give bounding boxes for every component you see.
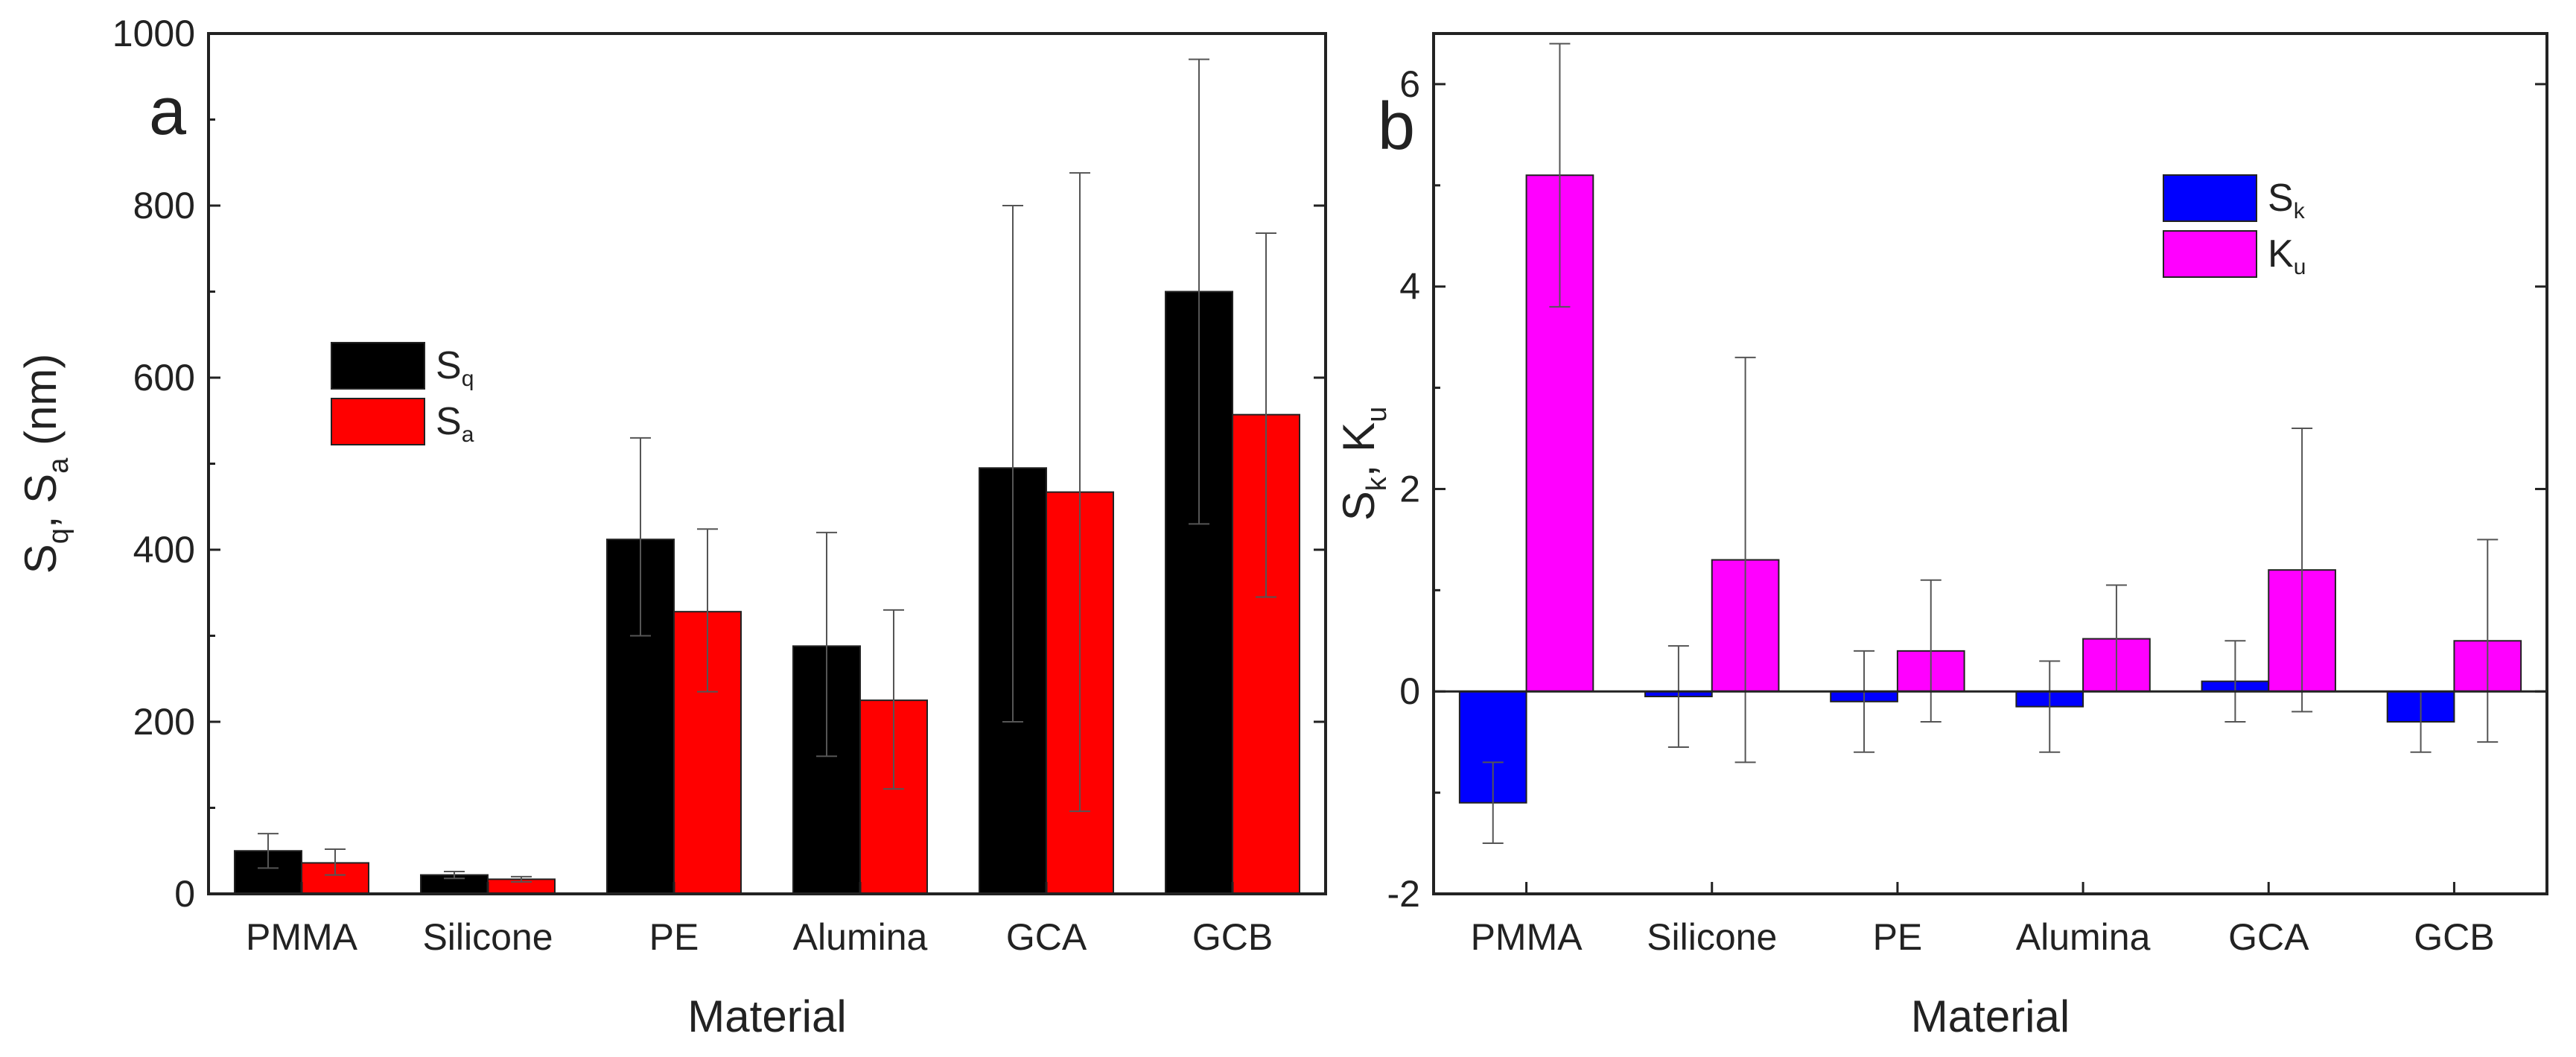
x-tick-label-gcb: GCB bbox=[2414, 916, 2494, 958]
y-tick-label: 1000 bbox=[112, 13, 195, 54]
y-tick-label: 6 bbox=[1399, 63, 1420, 105]
legend-swatch-Sk bbox=[2163, 174, 2257, 222]
x-axis-title: Material bbox=[687, 991, 846, 1041]
x-tick-label-pe: PE bbox=[649, 916, 699, 958]
y-tick-label: 600 bbox=[133, 357, 195, 399]
x-tick-label-gca: GCA bbox=[2228, 916, 2309, 958]
chart-panel-b: -2 0 2 4 6 PMMA Silicone PE Alumina GCA GCB Materia… bbox=[1334, 32, 2548, 1041]
chart-panel-a: 0 200 400 600 800 1000 PMMA Silicone PE Alumina GC… bbox=[16, 13, 1327, 1041]
legend-swatch-Ku bbox=[2163, 230, 2257, 278]
y-tick-label: -2 bbox=[1387, 873, 1420, 915]
plot-frame bbox=[1432, 32, 2548, 895]
panel-letter-b: b bbox=[1378, 89, 1415, 164]
y-tick-label: 400 bbox=[133, 529, 195, 571]
x-axis-title: Material bbox=[1911, 991, 2070, 1041]
y-tick-label: 800 bbox=[133, 185, 195, 226]
x-tick-label-silicone: Silicone bbox=[1647, 916, 1777, 958]
panel-letter-a: a bbox=[149, 74, 187, 149]
legend-swatch-Sa bbox=[331, 398, 425, 445]
x-tick-label-gca: GCA bbox=[1006, 916, 1087, 958]
x-tick-label-alumina: Alumina bbox=[2016, 916, 2151, 958]
y-axis-title: Sk, Ku bbox=[1334, 407, 1393, 521]
legend-label-Ku: Ku bbox=[2268, 232, 2306, 279]
x-tick-label-gcb: GCB bbox=[1192, 916, 1273, 958]
y-tick-label: 0 bbox=[174, 873, 195, 915]
x-tick-label-pmma: PMMA bbox=[1471, 916, 1583, 958]
legend-label-Sa: Sa bbox=[436, 400, 474, 447]
x-tick-label-silicone: Silicone bbox=[422, 916, 553, 958]
y-axis-title: Sq, Sa (nm) bbox=[16, 354, 74, 574]
y-tick-label: 4 bbox=[1399, 266, 1420, 308]
x-tick-label-pe: PE bbox=[1873, 916, 1923, 958]
y-tick-label: 0 bbox=[1399, 670, 1420, 712]
x-tick-label-alumina: Alumina bbox=[793, 916, 928, 958]
x-tick-label-pmma: PMMA bbox=[246, 916, 358, 958]
legend-swatch-Sq bbox=[331, 342, 425, 390]
legend-label-Sk: Sk bbox=[2268, 177, 2306, 223]
y-tick-label: 200 bbox=[133, 701, 195, 743]
plot-frame bbox=[207, 32, 1327, 895]
legend-label-Sq: Sq bbox=[436, 344, 474, 391]
y-tick-label: 2 bbox=[1399, 468, 1420, 510]
